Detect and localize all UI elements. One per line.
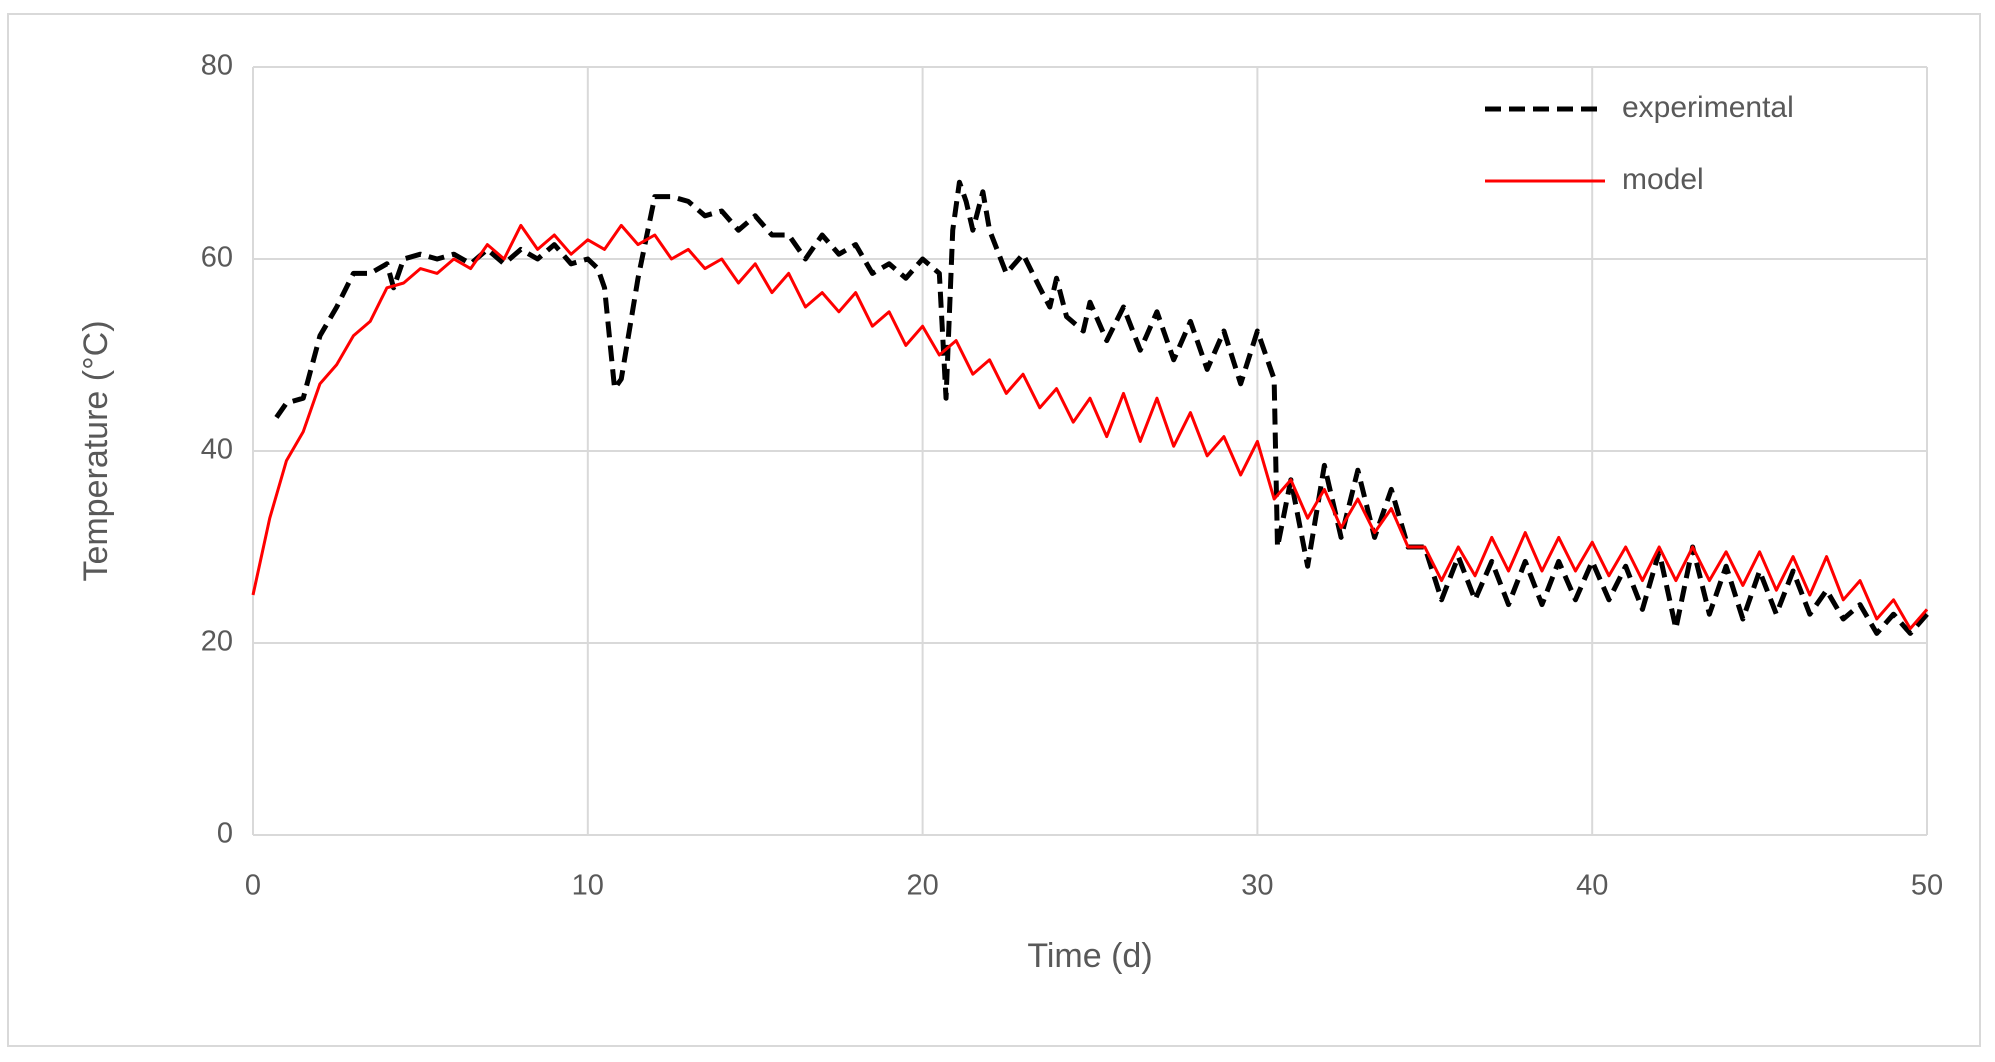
- y-tick-label: 60: [201, 242, 233, 274]
- series-line: [274, 179, 1929, 636]
- x-tick-label: 0: [245, 870, 261, 902]
- y-tick-label: 20: [201, 626, 233, 658]
- y-tick-label: 0: [217, 818, 233, 850]
- x-tick-label: 40: [1576, 870, 1608, 902]
- y-tick-label: 40: [201, 434, 233, 466]
- legend-label: model: [1622, 163, 1704, 196]
- x-axis-label: Time (d): [1027, 937, 1152, 975]
- y-tick-label: 80: [201, 50, 233, 82]
- x-tick-label: 20: [906, 870, 938, 902]
- x-tick-label: 30: [1241, 870, 1273, 902]
- chart-frame: [7, 13, 1981, 1047]
- series-line: [251, 223, 1929, 631]
- y-axis-label: Temperature (°C): [77, 320, 115, 581]
- legend-label: experimental: [1622, 91, 1794, 124]
- x-tick-label: 10: [572, 870, 604, 902]
- x-tick-label: 50: [1911, 870, 1943, 902]
